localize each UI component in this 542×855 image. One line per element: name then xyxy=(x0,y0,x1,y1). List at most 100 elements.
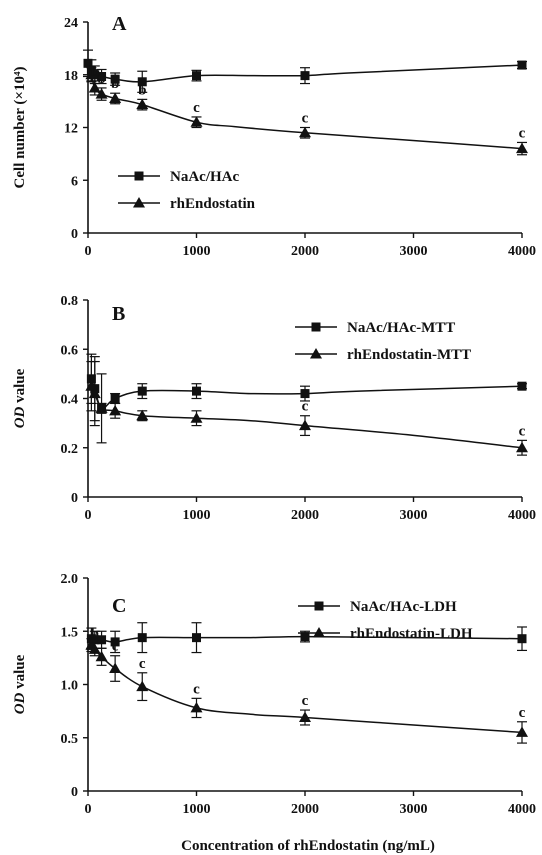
x-tick-label: 4000 xyxy=(508,508,536,523)
y-tick-label: 1.0 xyxy=(61,679,79,694)
legend-marker xyxy=(311,322,321,332)
significance-label: b xyxy=(138,82,146,98)
data-point xyxy=(517,381,527,391)
y-tick-label: 0 xyxy=(71,491,78,506)
data-point xyxy=(88,81,101,93)
x-tick-label: 2000 xyxy=(291,244,319,259)
legend: NaAc/HAc-LDH rhEndostatin-LDH xyxy=(298,599,473,642)
data-point xyxy=(110,74,120,84)
data-point xyxy=(190,116,203,127)
legend-label: rhEndostatin xyxy=(170,196,256,212)
panel-letter: C xyxy=(112,595,126,617)
significance-label: c xyxy=(193,681,200,697)
x-tick-label: 1000 xyxy=(183,802,211,817)
y-axis-label: Cell number (×10⁴) xyxy=(12,67,28,189)
data-point xyxy=(300,632,310,642)
data-point xyxy=(136,98,149,110)
data-point xyxy=(90,635,100,645)
significance-label: c xyxy=(98,631,105,647)
data-point xyxy=(95,88,108,99)
legend-label: rhEndostatin-LDH xyxy=(350,626,473,642)
series-treatment: cc xyxy=(85,360,528,456)
data-point xyxy=(190,701,203,713)
y-axis-label: OD value xyxy=(12,368,28,428)
legend-marker xyxy=(310,348,322,359)
data-point xyxy=(192,633,201,643)
legend-marker xyxy=(313,627,325,638)
data-point xyxy=(192,71,201,81)
y-tick-label: 2.0 xyxy=(61,572,79,587)
x-tick-label: 1000 xyxy=(183,508,211,523)
data-point xyxy=(109,662,122,674)
data-point xyxy=(517,634,527,644)
x-tick-label: 0 xyxy=(85,802,92,817)
x-tick-label: 3000 xyxy=(400,508,428,523)
significance-label: c xyxy=(519,125,526,141)
data-point xyxy=(85,68,98,80)
x-tick-label: 2000 xyxy=(291,508,319,523)
data-point xyxy=(109,404,122,416)
significance-label: c xyxy=(193,100,200,116)
legend-label: NaAc/HAc-MTT xyxy=(347,320,455,336)
significance-label: c xyxy=(302,693,309,709)
legend: NaAc/HAc-MTT rhEndostatin-MTT xyxy=(295,320,471,363)
x-tick-label: 1000 xyxy=(183,244,211,259)
data-point xyxy=(88,387,101,399)
data-point xyxy=(95,402,108,413)
y-tick-label: 0 xyxy=(71,227,78,242)
x-tick-label: 4000 xyxy=(508,244,536,259)
data-point xyxy=(137,386,147,396)
y-tick-label: 0.5 xyxy=(61,732,79,747)
data-point xyxy=(192,386,201,396)
data-point xyxy=(97,635,107,645)
significance-label: c xyxy=(519,705,526,721)
significance-label: b xyxy=(91,64,99,80)
significance-label: b xyxy=(91,626,99,642)
y-tick-label: 0.8 xyxy=(61,294,79,309)
panel-b: 0 0.2 0.4 0.6 0.8 0 1000 2000 3000 4000 B OD value c… xyxy=(12,294,536,523)
data-point xyxy=(88,643,101,654)
y-tick-label: 6 xyxy=(71,174,78,189)
legend-label: NaAc/HAc-LDH xyxy=(350,599,457,615)
x-tick-label: 4000 xyxy=(508,802,536,817)
legend-marker xyxy=(314,601,324,611)
data-point xyxy=(83,58,93,68)
legend: NaAc/HAc rhEndostatin xyxy=(118,169,256,212)
data-point xyxy=(516,142,528,154)
significance-label: c xyxy=(302,111,309,127)
data-point xyxy=(299,711,311,723)
data-point xyxy=(299,419,311,431)
y-tick-label: 0.4 xyxy=(61,393,79,408)
y-tick-label: 18 xyxy=(64,69,78,84)
data-point xyxy=(95,650,108,662)
series-control xyxy=(83,49,527,93)
x-tick-label: 2000 xyxy=(291,802,319,817)
data-point xyxy=(300,389,310,399)
data-point xyxy=(110,394,120,403)
legend-marker xyxy=(134,171,144,181)
data-point xyxy=(516,441,528,453)
data-point xyxy=(136,409,149,421)
significance-label: b xyxy=(111,76,119,92)
y-tick-label: 1.5 xyxy=(61,625,79,640)
significance-label: b xyxy=(97,71,105,87)
data-point xyxy=(299,126,311,138)
y-tick-label: 12 xyxy=(64,122,78,137)
data-point xyxy=(136,680,149,692)
x-tick-label: 0 xyxy=(85,508,92,523)
x-axis-label: Concentration of rhEndostatin (ng/mL) xyxy=(181,838,435,854)
legend-label: NaAc/HAc xyxy=(170,169,239,185)
significance-label: c xyxy=(112,639,119,655)
significance-label: c xyxy=(139,656,146,672)
panel-letter: A xyxy=(112,13,127,35)
panel-letter: B xyxy=(112,303,125,325)
significance-label: c xyxy=(519,423,526,439)
y-tick-label: 24 xyxy=(64,16,78,31)
data-point xyxy=(97,72,107,82)
y-tick-label: 0.2 xyxy=(61,442,79,457)
data-point xyxy=(190,412,203,423)
x-tick-label: 3000 xyxy=(400,244,428,259)
data-point xyxy=(517,60,527,70)
